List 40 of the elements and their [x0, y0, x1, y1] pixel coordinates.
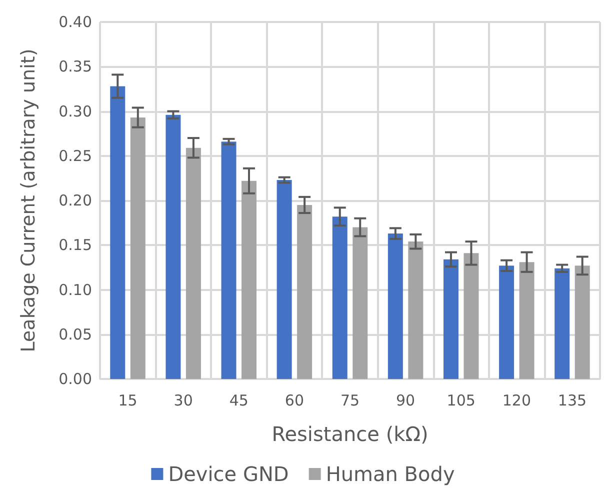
- x-tick-label: 30: [174, 392, 193, 410]
- x-tick-label: 75: [340, 392, 360, 410]
- bar: [221, 142, 236, 379]
- bar: [352, 227, 368, 379]
- y-tick-label: 0.15: [58, 236, 92, 254]
- bar: [499, 266, 514, 379]
- x-tick-label: 135: [558, 392, 587, 410]
- bar: [186, 148, 201, 379]
- bar: [519, 262, 534, 379]
- y-tick-label: 0.30: [58, 102, 92, 120]
- bar: [554, 268, 570, 379]
- x-tick-label: 15: [118, 392, 138, 410]
- y-tick-label: 0.40: [58, 13, 92, 31]
- y-tick-label: 0.05: [58, 325, 92, 344]
- bar: [574, 266, 590, 379]
- bar: [297, 204, 312, 379]
- y-tick-label: 0.20: [58, 192, 92, 210]
- bar: [408, 242, 424, 379]
- bar: [464, 253, 479, 379]
- bar: [332, 216, 348, 379]
- x-tick-label: 90: [396, 392, 416, 410]
- y-tick-label: 0.10: [58, 280, 92, 299]
- bar: [443, 259, 458, 379]
- bar: [166, 114, 181, 379]
- y-axis-title: Leakage Current (arbitrary unit): [18, 48, 40, 352]
- bar: [242, 180, 257, 379]
- bar: [276, 180, 292, 379]
- x-tick-label: 120: [502, 392, 531, 410]
- bar: [130, 118, 146, 379]
- y-tick-label: 0.25: [58, 146, 92, 165]
- legend-label: Device GND: [168, 462, 289, 486]
- y-tick-label: 0.35: [58, 58, 92, 76]
- x-tick-label: 105: [446, 392, 476, 410]
- y-tick-label: 0.00: [58, 370, 92, 388]
- x-tick-label: 45: [229, 392, 248, 410]
- legend-label: Human Body: [326, 462, 455, 486]
- bar: [110, 86, 126, 379]
- bar: [388, 234, 403, 379]
- x-axis-title: Resistance (kΩ): [272, 422, 428, 446]
- x-tick-label: 60: [284, 392, 304, 410]
